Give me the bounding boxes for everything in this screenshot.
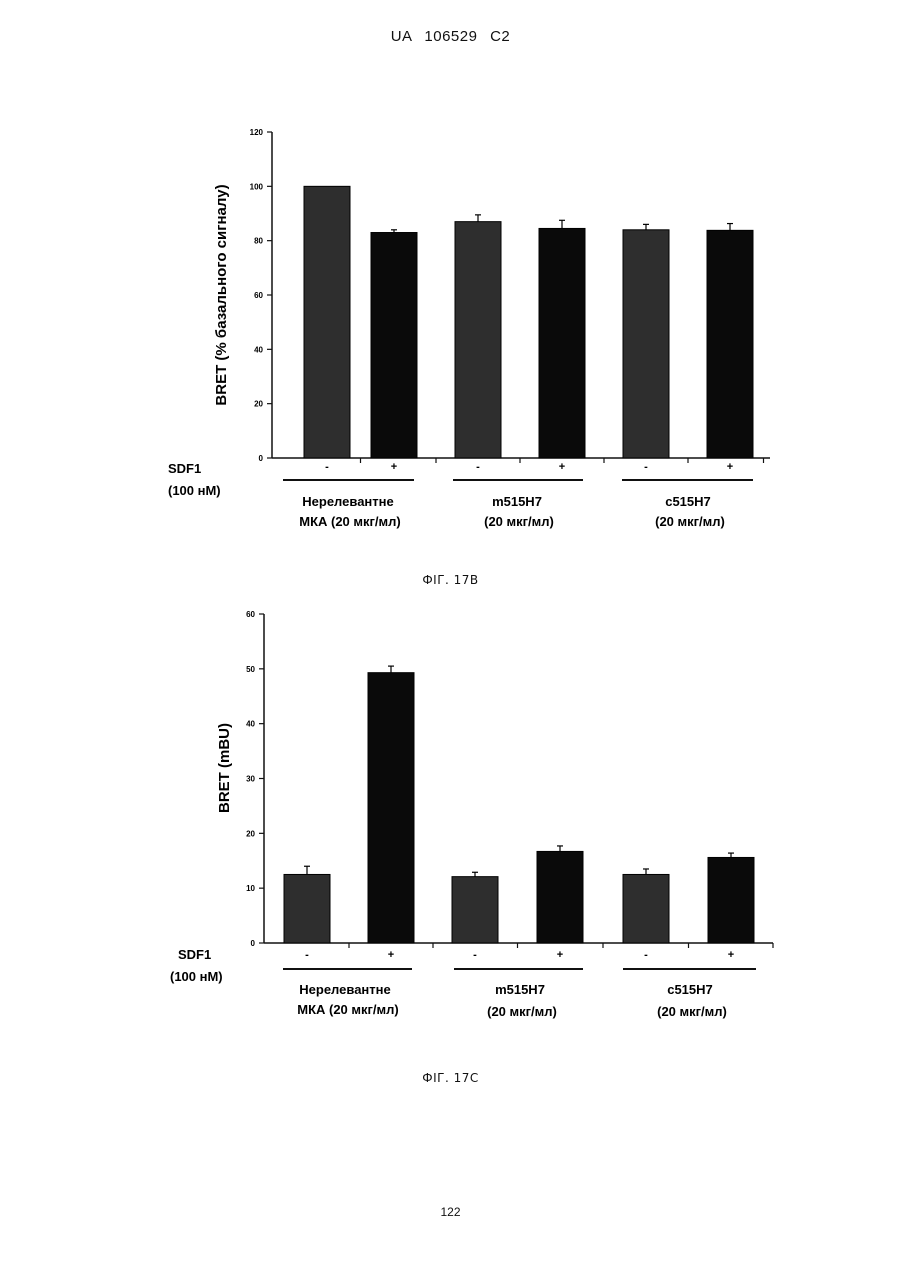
sdf1-sign: - [644,949,648,961]
bar [623,230,669,458]
bar [537,851,583,943]
sdf1-sign: + [727,461,733,473]
group-labels: Нерелевантне МКА (20 мкг/мл) m515H7 (20 … [299,494,725,529]
bar [455,222,501,458]
group-label-c515h7-line2: (20 мкг/мл) [655,514,725,529]
figure-caption-17b: ФІГ. 17В [0,573,901,587]
bret-mbu-chart: 0 10 20 30 40 50 60 - + - + - + BRET (mBU) SDF1 (100… [0,600,901,1020]
bar [452,877,498,943]
sdf1-sign: - [644,461,648,473]
plot-area: 0 20 40 60 80 100 120 - + - + - + [250,128,770,480]
y-tick-label: 60 [254,291,263,300]
group-label-c515h7-line1: c515H7 [665,494,711,509]
sdf1-sign: - [325,461,329,473]
page-header: UA 106529 C2 [0,28,901,45]
group-label-irrelevant-line2: МКА (20 мкг/мл) [299,514,401,529]
sdf1-sign: - [473,949,477,961]
bar [708,857,754,943]
group-labels: Нерелевантне МКА (20 мкг/мл) m515H7 (20 … [297,982,727,1019]
y-tick-label: 120 [250,128,264,137]
group-label-irrelevant-line2: МКА (20 мкг/мл) [297,1002,399,1017]
y-tick-label: 20 [254,400,263,409]
concentration-label: (100 нМ) [170,969,223,984]
sdf1-sign: + [728,949,734,961]
sdf1-sign: - [476,461,480,473]
concentration-label: (100 нМ) [168,483,221,498]
y-tick-label: 0 [259,454,264,463]
bar [304,186,350,458]
bar [539,228,585,458]
sdf1-label: SDF1 [168,461,201,476]
bret-basal-signal-chart: 0 20 40 60 80 100 120 - + - + - + BRET (% базального… [0,110,901,530]
y-tick-label: 20 [246,829,255,838]
bar [623,874,669,943]
bar [284,874,330,943]
group-label-c515h7-line2: (20 мкг/мл) [657,1004,727,1019]
group-label-m515h7-line1: m515H7 [495,982,545,997]
y-tick-label: 10 [246,884,255,893]
y-tick-label: 60 [246,610,255,619]
sdf1-sign: + [559,461,565,473]
sdf1-sign: + [557,949,563,961]
y-tick-label: 0 [251,939,256,948]
group-label-c515h7-line1: c515H7 [667,982,713,997]
y-tick-label: 40 [254,345,263,354]
y-tick-label: 30 [246,775,255,784]
sdf1-sign: + [388,949,394,961]
group-label-irrelevant-line1: Нерелевантне [299,982,390,997]
y-tick-label: 50 [246,665,255,674]
group-label-m515h7-line1: m515H7 [492,494,542,509]
sdf1-label: SDF1 [178,947,211,962]
y-tick-label: 40 [246,720,255,729]
sdf1-sign: + [391,461,397,473]
group-label-irrelevant-line1: Нерелевантне [302,494,393,509]
y-axis-label: BRET (mBU) [216,723,233,813]
y-tick-label: 100 [250,182,264,191]
y-axis-label: BRET (% базального сигналу) [213,184,230,405]
y-tick-label: 80 [254,237,263,246]
group-label-m515h7-line2: (20 мкг/мл) [484,514,554,529]
page-number: 122 [0,1205,901,1219]
plot-area: 0 10 20 30 40 50 60 - + - + - + [246,610,773,969]
figure-caption-17c: ФІГ. 17С [0,1071,901,1085]
bar [371,233,417,458]
bar [707,230,753,458]
bar [368,673,414,943]
group-label-m515h7-line2: (20 мкг/мл) [487,1004,557,1019]
sdf1-sign: - [305,949,309,961]
